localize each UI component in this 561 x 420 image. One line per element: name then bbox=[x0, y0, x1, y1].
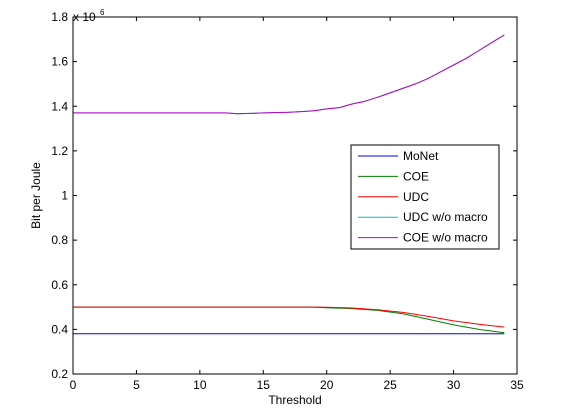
y-tick-label: 0.4 bbox=[51, 322, 68, 336]
x-tick-label: 20 bbox=[320, 378, 334, 392]
x-axis-label: Threshold bbox=[268, 393, 321, 407]
x-tick-label: 0 bbox=[70, 378, 77, 392]
y-tick-label: 0.2 bbox=[51, 367, 68, 381]
x-tick-label: 30 bbox=[447, 378, 461, 392]
x-tick-label: 25 bbox=[383, 378, 397, 392]
x-tick-label: 15 bbox=[257, 378, 271, 392]
series-line-udc bbox=[73, 306, 505, 328]
x-tick-label: 5 bbox=[133, 378, 140, 392]
y-axis-label: Bit per Joule bbox=[29, 162, 43, 229]
legend-entry: COE bbox=[403, 169, 429, 183]
y-tick-label: 1.4 bbox=[51, 99, 68, 113]
y-tick-label: 1.6 bbox=[51, 55, 68, 69]
y-tick-label: 0.6 bbox=[51, 278, 68, 292]
axis-ticks bbox=[72, 16, 518, 375]
series-layer bbox=[73, 34, 505, 335]
legend: MoNet COE UDC UDC w/o macro COE w/o macro bbox=[350, 144, 500, 250]
y-tick-label: 1.2 bbox=[51, 144, 68, 158]
y-multiplier-base: x 10 bbox=[73, 10, 96, 24]
x-tick-label: 10 bbox=[193, 378, 207, 392]
series-line-coe bbox=[73, 306, 505, 334]
series-line-coe-w-o-macro bbox=[73, 34, 505, 115]
legend-entry: UDC w/o macro bbox=[403, 210, 488, 224]
legend-entry: MoNet bbox=[403, 149, 439, 163]
y-multiplier-exponent: 6 bbox=[100, 8, 105, 17]
legend-entry: COE w/o macro bbox=[403, 231, 488, 245]
y-tick-label: 1.8 bbox=[51, 10, 68, 24]
legend-entry: UDC bbox=[403, 190, 429, 204]
tick-labels: 0 5 10 15 20 25 30 35 0.2 0.4 0.6 0.8 1 1.2 1.4 1.6 1.8 bbox=[51, 10, 524, 392]
y-tick-label: 0.8 bbox=[51, 233, 68, 247]
x-tick-label: 35 bbox=[510, 378, 524, 392]
y-tick-label: 1 bbox=[61, 189, 68, 203]
series-line-udc-w-o-macro bbox=[73, 34, 505, 115]
